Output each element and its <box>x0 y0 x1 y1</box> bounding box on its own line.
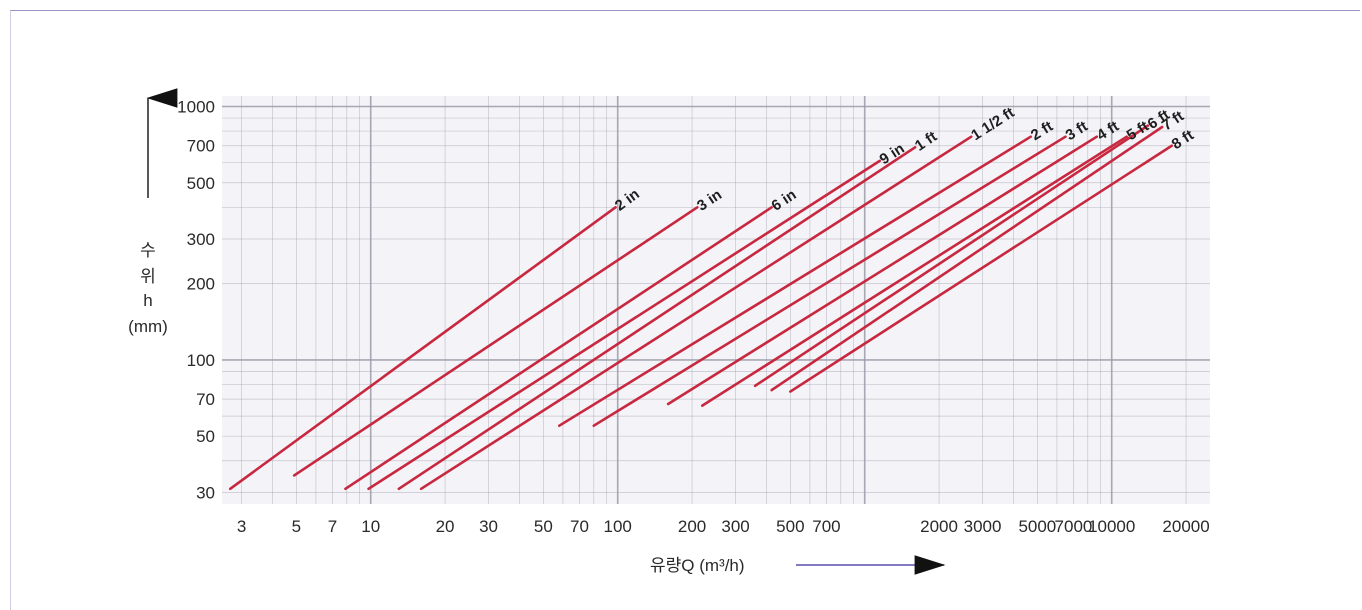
y-tick-label: 50 <box>196 427 215 446</box>
series-line <box>397 146 917 491</box>
series-line <box>292 206 699 477</box>
series-line <box>592 135 1067 427</box>
x-tick-label: 50 <box>534 517 553 536</box>
x-tick-label: 10 <box>361 517 380 536</box>
series-line <box>789 144 1174 393</box>
series-lines <box>228 124 1174 491</box>
series-line <box>666 135 1099 406</box>
y-tick-label: 70 <box>196 390 215 409</box>
y-tick-label: 700 <box>187 137 215 156</box>
series-line <box>700 135 1129 407</box>
y-axis-title: 수 위 h (mm) <box>128 241 168 336</box>
y-axis-title-line-4: (mm) <box>128 317 168 336</box>
y-tick-label: 30 <box>196 483 215 502</box>
y-axis-title-line-3: h <box>143 291 152 310</box>
y-axis-title-line-2: 위 <box>140 267 156 286</box>
x-axis-title: 유량Q (m³/h) <box>650 556 745 575</box>
x-tick-label: 3 <box>237 517 246 536</box>
x-tick-label: 3000 <box>964 517 1002 536</box>
x-tick-label: 300 <box>721 517 749 536</box>
x-tick-label: 200 <box>678 517 706 536</box>
x-tick-label: 10000 <box>1088 517 1135 536</box>
series-line <box>228 206 617 491</box>
y-tick-labels: 30 50 70 100 200 300 500 700 1000 <box>177 97 215 502</box>
x-tick-label: 5 <box>292 517 301 536</box>
x-tick-label: 100 <box>604 517 632 536</box>
x-tick-label: 700 <box>812 517 840 536</box>
x-tick-label: 5000 <box>1018 517 1056 536</box>
grid-lines <box>222 96 1210 504</box>
y-tick-label: 100 <box>187 351 215 370</box>
x-tick-label: 7 <box>328 517 337 536</box>
y-tick-label: 500 <box>187 174 215 193</box>
series-line <box>367 159 882 491</box>
series-line <box>770 125 1164 392</box>
page-frame <box>10 10 1360 610</box>
y-tick-label: 200 <box>187 275 215 294</box>
y-tick-label: 300 <box>187 230 215 249</box>
series-line <box>419 135 973 491</box>
x-tick-label: 70 <box>570 517 589 536</box>
x-tick-label: 30 <box>479 517 498 536</box>
y-tick-label: 1000 <box>177 97 215 116</box>
series-line <box>753 124 1150 388</box>
y-axis-title-line-1: 수 <box>140 241 156 260</box>
series-line <box>557 135 1033 427</box>
series-line <box>344 206 773 491</box>
x-tick-labels: 3 5 7 10 20 30 50 70 100 200 300 500 700 2000 3000 5000… <box>237 517 1210 536</box>
x-tick-label: 500 <box>776 517 804 536</box>
x-tick-label: 20000 <box>1162 517 1209 536</box>
x-tick-label: 2000 <box>920 517 958 536</box>
x-tick-label: 20 <box>436 517 455 536</box>
x-tick-label: 7000 <box>1055 517 1093 536</box>
